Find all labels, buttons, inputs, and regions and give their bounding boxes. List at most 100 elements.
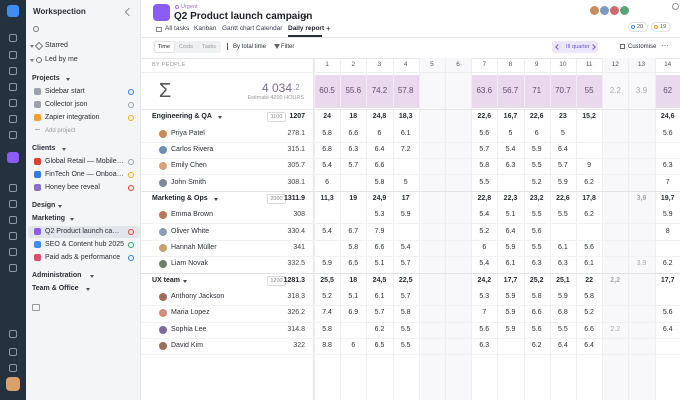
day-hours[interactable]: 5 (508, 129, 513, 137)
rail-icon[interactable] (9, 51, 17, 59)
mode-tab[interactable]: Costs (179, 44, 194, 50)
rail-icon[interactable] (9, 99, 17, 107)
day-hours[interactable]: 8.8 (322, 342, 332, 350)
section-title[interactable]: Projects (32, 75, 60, 82)
day-hours[interactable]: 6.3 (479, 342, 490, 350)
person-name[interactable]: Emma Brown (171, 211, 214, 219)
day-hours[interactable]: 5.4 (322, 162, 332, 170)
day-hours[interactable]: 7.9 (374, 227, 385, 235)
group-name[interactable]: Engineering & QA (152, 113, 212, 121)
day-hours[interactable]: 6.6 (374, 162, 385, 170)
day-hours[interactable]: 5.8 (531, 293, 542, 301)
user-avatar[interactable] (6, 377, 20, 391)
day-hours[interactable]: 6.4 (662, 325, 673, 333)
day-hours[interactable]: 5.2 (584, 309, 594, 317)
day-hours[interactable]: 6.1 (584, 260, 594, 268)
rail-icon[interactable] (9, 364, 17, 372)
day-hours[interactable]: 5.7 (479, 145, 490, 153)
day-hours[interactable]: 6.8 (558, 309, 568, 317)
day-hours[interactable]: 5.2 (479, 227, 490, 235)
day-hours[interactable]: 6.8 (322, 145, 332, 153)
filter-button[interactable]: Filter (281, 44, 295, 50)
day-hours[interactable]: 5.9 (322, 260, 332, 268)
day-hours[interactable]: 6.6 (348, 129, 359, 137)
add-tab[interactable]: + (326, 24, 331, 33)
project-link[interactable]: Honey bee reveal (45, 184, 100, 191)
day-hours[interactable]: 2.2 (610, 325, 621, 333)
day-hours[interactable]: 5.6 (479, 129, 490, 137)
section-title[interactable]: Clients (32, 145, 56, 152)
day-hours[interactable]: 5.1 (374, 260, 385, 268)
day-hours[interactable]: 5.5 (531, 162, 542, 170)
day-hours[interactable]: 5.9 (531, 145, 542, 153)
search-icon[interactable] (33, 26, 39, 32)
add-project[interactable]: Add project (45, 128, 76, 134)
day-hours[interactable]: 5.5 (558, 325, 568, 333)
mode-tab[interactable]: Time (158, 44, 171, 50)
day-hours[interactable]: 6.3 (531, 260, 542, 268)
day-hours[interactable]: 5.6 (479, 325, 490, 333)
day-hours[interactable]: 6 (482, 243, 487, 251)
rail-icon[interactable] (9, 200, 17, 208)
group-name[interactable]: UX team (152, 276, 181, 284)
day-hours[interactable]: 5.8 (584, 293, 594, 301)
day-hours[interactable]: 5.9 (505, 309, 516, 317)
day-hours[interactable]: 6.3 (348, 145, 359, 153)
day-hours[interactable]: 6.1 (505, 260, 516, 268)
person-name[interactable]: Carlos Rivera (171, 145, 214, 153)
day-hours[interactable]: 5.6 (662, 129, 673, 137)
day-hours[interactable]: 5.8 (322, 325, 332, 333)
day-hours[interactable]: 5.4 (400, 243, 411, 251)
rail-icon[interactable] (9, 216, 17, 224)
rail-icon[interactable] (9, 232, 17, 240)
counter-badge[interactable] (628, 22, 648, 32)
day-hours[interactable]: 6.1 (558, 243, 568, 251)
person-name[interactable]: Hannah Müller (171, 243, 217, 251)
customise-button[interactable]: Customise (628, 44, 657, 50)
project-link[interactable]: Sidebar start (45, 88, 85, 95)
day-hours[interactable]: 8 (665, 227, 670, 235)
day-hours[interactable]: 5.6 (584, 243, 594, 251)
day-hours[interactable]: 6.6 (374, 243, 385, 251)
day-hours[interactable]: 5.2 (322, 293, 332, 301)
day-hours[interactable]: 5.5 (479, 178, 490, 186)
day-hours[interactable]: 5.5 (531, 243, 542, 251)
day-hours[interactable]: 5.7 (400, 260, 411, 268)
day-hours[interactable]: 5.9 (662, 211, 673, 219)
counter-badge[interactable] (651, 22, 671, 32)
rail-icon[interactable] (9, 330, 17, 338)
day-hours[interactable]: 6.2 (584, 211, 594, 219)
day-hours[interactable]: 5.1 (348, 293, 359, 301)
group-name[interactable]: Marketing & Ops (152, 194, 208, 202)
person-name[interactable]: David Kim (171, 342, 203, 350)
day-hours[interactable]: 5.8 (322, 129, 332, 137)
day-hours[interactable]: 5.2 (531, 178, 542, 186)
day-hours[interactable]: 5.8 (400, 309, 411, 317)
bottom-icon[interactable] (32, 304, 40, 311)
day-hours[interactable]: 6.1 (374, 293, 385, 301)
day-hours[interactable]: 6 (325, 178, 330, 186)
rail-icon[interactable] (9, 67, 17, 75)
day-hours[interactable]: 6.2 (531, 342, 542, 350)
project-link[interactable]: Zapier integration (45, 114, 100, 121)
project-link[interactable]: FinTech One — Onboarding… (45, 171, 125, 178)
rail-icon[interactable] (9, 83, 17, 91)
rail-icon-active[interactable] (7, 152, 19, 163)
day-hours[interactable]: 6.2 (374, 325, 385, 333)
day-hours[interactable]: 6.3 (558, 260, 568, 268)
day-hours[interactable]: 6.6 (531, 309, 542, 317)
day-hours[interactable]: 6.3 (662, 162, 673, 170)
day-hours[interactable]: 6.3 (505, 162, 516, 170)
project-link[interactable]: Q2 Product launch campaign (45, 228, 125, 235)
person-name[interactable]: Emily Chen (171, 162, 207, 170)
person-name[interactable]: Anthony Jackson (171, 293, 225, 301)
rail-icon[interactable] (9, 248, 17, 256)
person-name[interactable]: John Smith (171, 178, 207, 186)
day-hours[interactable]: 5.5 (400, 325, 411, 333)
day-hours[interactable]: 5.6 (662, 309, 673, 317)
day-hours[interactable]: 5.5 (531, 211, 542, 219)
day-hours[interactable]: 5.8 (479, 162, 490, 170)
logo[interactable] (7, 5, 19, 17)
day-hours[interactable]: 5.6 (531, 227, 542, 235)
rail-icon[interactable] (9, 131, 17, 139)
